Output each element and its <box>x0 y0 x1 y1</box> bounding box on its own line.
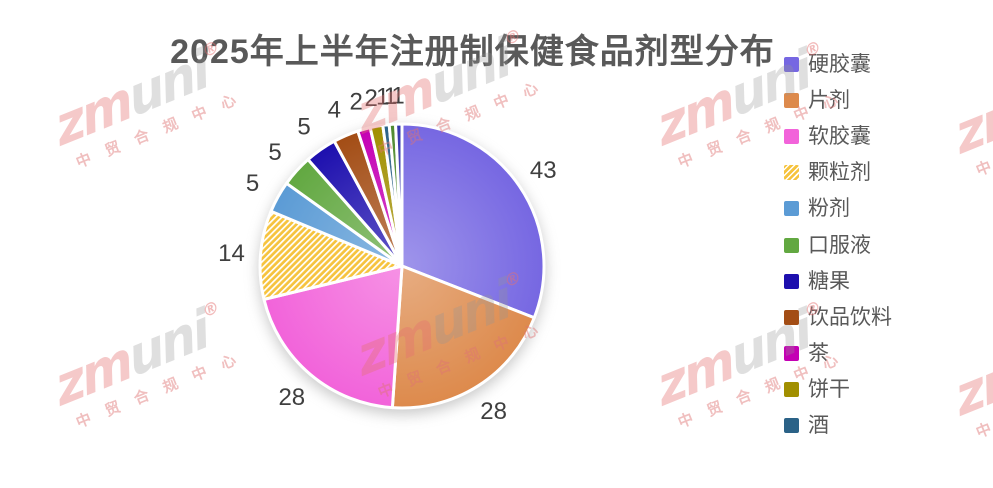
legend-swatch-icon <box>784 201 799 217</box>
pie-slice-12[interactable] <box>394 122 404 268</box>
legend: 硬胶囊片剂软胶囊颗粒剂粉剂口服液糖果饮品饮料茶饼干酒 <box>784 46 892 444</box>
slice-value-label: 28 <box>480 398 507 425</box>
chart-title: 2025年上半年注册制保健食品剂型分布 <box>170 33 775 71</box>
legend-swatch-icon <box>784 56 799 72</box>
legend-label: 酒 <box>808 414 829 438</box>
slice-value-label: 2 <box>365 85 378 112</box>
legend-item-5[interactable]: 口服液 <box>784 227 892 263</box>
legend-item-9[interactable]: 饼干 <box>784 372 892 408</box>
slice-value-label: 5 <box>268 139 281 166</box>
pie-slice-1[interactable] <box>390 264 536 410</box>
legend-label: 糖果 <box>808 269 850 293</box>
legend-item-4[interactable]: 粉剂 <box>784 191 892 227</box>
slice-value-label: 43 <box>530 157 557 184</box>
legend-item-2[interactable]: 软胶囊 <box>784 118 892 154</box>
legend-item-8[interactable]: 茶 <box>784 336 892 372</box>
legend-swatch-icon <box>784 418 799 434</box>
legend-label: 软胶囊 <box>808 124 871 148</box>
legend-item-10[interactable]: 酒 <box>784 408 892 444</box>
legend-swatch-icon <box>784 165 799 181</box>
legend-item-6[interactable]: 糖果 <box>784 263 892 299</box>
legend-label: 颗粒剂 <box>808 161 871 185</box>
legend-label: 粉剂 <box>808 197 850 221</box>
slice-value-label: 5 <box>246 170 259 197</box>
legend-label: 茶 <box>808 342 829 366</box>
pie-slice-0[interactable] <box>400 122 546 320</box>
legend-label: 饮品饮料 <box>808 305 892 329</box>
slice-value-label: 1 <box>376 84 389 111</box>
legend-swatch-icon <box>784 237 799 253</box>
slice-value-label: 2 <box>350 89 363 116</box>
legend-label: 口服液 <box>808 233 871 257</box>
legend-label: 饼干 <box>808 378 850 402</box>
slice-value-label: 14 <box>218 240 245 267</box>
pie-slice-3[interactable] <box>258 209 404 301</box>
legend-swatch-icon <box>784 309 799 325</box>
slice-value-label: 1 <box>391 82 404 109</box>
slice-value-label: 4 <box>328 96 341 123</box>
legend-swatch-icon <box>784 273 799 289</box>
legend-item-3[interactable]: 颗粒剂 <box>784 155 892 191</box>
legend-item-0[interactable]: 硬胶囊 <box>784 46 892 82</box>
legend-label: 片剂 <box>808 88 850 112</box>
pie-slices-group <box>258 122 546 410</box>
legend-swatch-icon <box>784 128 799 144</box>
pie-slice-2[interactable] <box>262 264 404 410</box>
slice-value-label: 5 <box>297 113 310 140</box>
legend-swatch-icon <box>784 382 799 398</box>
legend-item-1[interactable]: 片剂 <box>784 82 892 118</box>
legend-swatch-icon <box>784 346 799 362</box>
legend-label: 硬胶囊 <box>808 52 871 76</box>
legend-item-7[interactable]: 饮品饮料 <box>784 299 892 335</box>
slice-value-label: 1 <box>384 83 397 110</box>
legend-swatch-icon <box>784 92 799 108</box>
slice-value-label: 28 <box>278 384 305 411</box>
